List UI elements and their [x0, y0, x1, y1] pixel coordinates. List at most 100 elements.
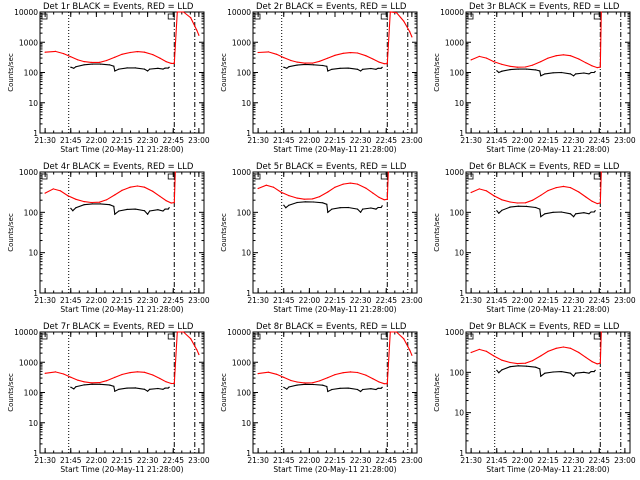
plot-frame — [252, 11, 418, 134]
plot-frame — [252, 331, 418, 454]
x-tick-label: 23:00 — [401, 136, 423, 145]
data-point — [114, 56, 116, 58]
series-line — [44, 171, 176, 204]
data-point — [365, 187, 367, 189]
x-axis-label: Start Time (20-May-11 21:28:00) — [60, 305, 183, 314]
panel-det-7r: Det 7r BLACK = Events, RED = LLD 1 10 100 10… — [7, 322, 210, 474]
x-tick-label: 22:00 — [86, 296, 108, 305]
data-point — [267, 371, 269, 373]
plot-frame — [39, 11, 205, 134]
data-point — [143, 388, 146, 390]
data-point — [478, 348, 480, 350]
data-point — [356, 183, 359, 185]
data-point — [590, 371, 592, 373]
data-point — [196, 349, 198, 351]
data-point — [349, 371, 351, 373]
data-point — [349, 182, 351, 184]
data-point — [157, 67, 159, 69]
data-point — [547, 57, 549, 59]
data-point — [170, 382, 172, 385]
data-point — [599, 362, 601, 364]
data-point — [381, 66, 383, 68]
data-point — [375, 388, 377, 391]
data-point — [164, 67, 166, 69]
x-axis-label: Start Time (20-May-11 21:28:00) — [273, 305, 396, 314]
data-point — [147, 213, 149, 215]
x-tick-label: 21:45 — [273, 456, 295, 465]
data-point — [411, 36, 413, 38]
data-point — [493, 195, 495, 197]
data-point — [190, 338, 192, 340]
x-tick-label: 22:30 — [563, 296, 585, 305]
data-point — [591, 361, 593, 363]
data-point — [509, 361, 511, 364]
data-point — [539, 368, 541, 370]
x-tick-label: 21:45 — [60, 456, 82, 465]
data-point — [134, 67, 136, 69]
x-tick-label: 22:30 — [350, 296, 372, 305]
data-point — [501, 209, 503, 211]
data-point — [493, 61, 495, 63]
data-point — [113, 385, 115, 387]
data-point — [319, 60, 321, 62]
data-point — [349, 52, 351, 54]
data-point — [370, 207, 372, 209]
data-point — [129, 51, 131, 54]
y-tick-label: 10 — [28, 99, 38, 108]
data-point — [70, 376, 72, 378]
data-point — [339, 387, 341, 389]
y-tick-label: 10000 — [14, 328, 38, 337]
data-point — [501, 63, 503, 65]
data-point — [304, 201, 306, 203]
data-point — [143, 210, 146, 212]
data-point — [544, 213, 546, 215]
data-point — [372, 378, 374, 380]
series-line — [283, 63, 383, 72]
y-tick-label: 10 — [454, 99, 464, 108]
data-point — [73, 388, 75, 390]
data-point — [517, 205, 519, 207]
data-point — [114, 390, 116, 392]
data-point — [143, 51, 146, 53]
data-point — [403, 20, 405, 22]
data-point — [198, 34, 200, 36]
data-point — [331, 388, 333, 391]
data-point — [322, 384, 324, 386]
data-point — [403, 338, 405, 340]
data-point — [290, 379, 292, 382]
panel-title: Det 9r BLACK = Events, RED = LLD — [469, 322, 620, 332]
data-point — [377, 387, 379, 389]
data-point — [411, 354, 413, 356]
data-point — [288, 204, 290, 206]
y-tick-label: 10 — [28, 419, 38, 428]
data-point — [136, 185, 138, 187]
data-point — [113, 205, 115, 207]
data-point — [129, 372, 131, 374]
data-point — [532, 64, 534, 66]
y-tick-label: 1000 — [19, 358, 38, 367]
data-point — [327, 390, 329, 393]
data-point — [109, 204, 111, 206]
corner-marker — [380, 13, 388, 20]
data-point — [516, 363, 518, 365]
data-point — [286, 67, 288, 69]
corner-marker — [467, 173, 474, 180]
x-tick-label: 23:00 — [188, 456, 210, 465]
data-point — [593, 71, 595, 74]
x-tick-label: 22:15 — [111, 136, 133, 145]
data-point — [109, 384, 111, 386]
data-point — [99, 383, 102, 385]
data-point — [121, 373, 123, 376]
data-point — [196, 29, 198, 31]
data-point — [288, 386, 290, 388]
series-line — [283, 201, 383, 214]
x-tick-label: 21:30 — [34, 456, 56, 465]
x-tick-label: 21:30 — [460, 456, 482, 465]
x-tick-label: 22:15 — [537, 296, 559, 305]
y-axis-label: Counts/sec — [7, 213, 15, 252]
plot-frame — [465, 11, 631, 134]
data-point — [585, 356, 587, 358]
data-point — [334, 374, 336, 376]
data-point — [591, 65, 593, 67]
data-point — [347, 387, 349, 389]
